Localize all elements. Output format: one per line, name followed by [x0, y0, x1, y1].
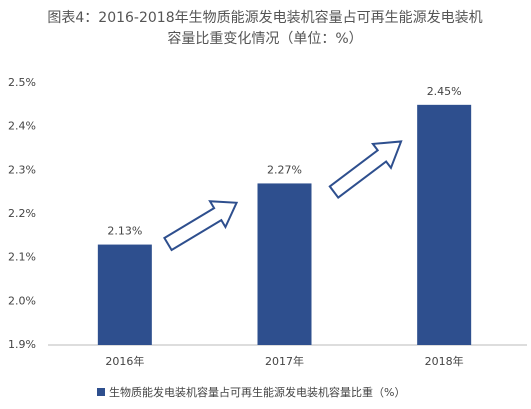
legend-label: 生物质能发电装机容量占可再生能源发电装机容量比重（%）	[109, 385, 405, 399]
legend-swatch	[97, 388, 105, 396]
y-tick-label: 2.4%	[8, 120, 36, 133]
arrows	[163, 140, 403, 252]
bar	[417, 104, 472, 345]
x-tick-label: 2016年	[105, 354, 144, 368]
y-tick-label: 2.0%	[8, 294, 36, 307]
value-label: 2.45%	[427, 85, 462, 98]
chart-title: 图表4：2016-2018年生物质能源发电装机容量占可再生能源发电装机	[47, 9, 482, 26]
y-tick-label: 1.9%	[8, 338, 36, 351]
chart-title: 容量比重变化情况（单位：%）	[167, 30, 362, 47]
y-tick-label: 2.2%	[8, 207, 36, 220]
y-tick-label: 2.5%	[8, 76, 36, 89]
value-label: 2.13%	[107, 225, 142, 238]
bar	[257, 183, 312, 345]
y-tick-label: 2.3%	[8, 163, 36, 176]
y-tick-label: 2.1%	[8, 251, 36, 264]
arrow	[328, 140, 403, 199]
arrow	[163, 200, 239, 252]
x-tick-label: 2018年	[425, 354, 464, 368]
bar	[97, 244, 152, 345]
value-label: 2.27%	[267, 163, 302, 176]
x-tick-label: 2017年	[265, 354, 304, 368]
